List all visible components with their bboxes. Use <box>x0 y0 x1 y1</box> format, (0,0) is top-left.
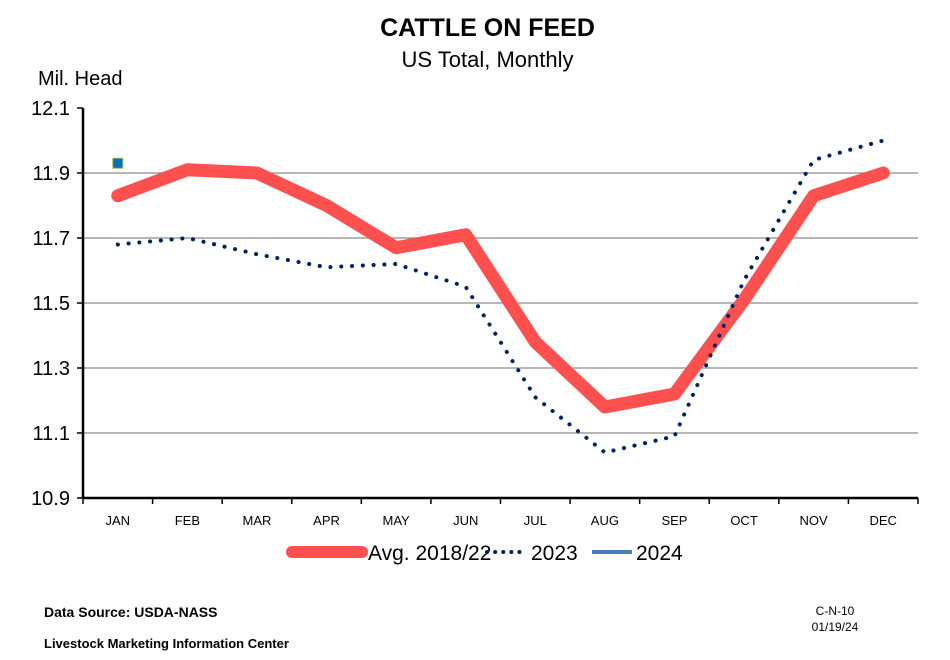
legend-label: 2024 <box>636 542 683 565</box>
data-source: Data Source: USDA-NASS <box>44 604 218 620</box>
organization: Livestock Marketing Information Center <box>44 636 289 651</box>
y-tick-label: 12.1 <box>31 98 70 120</box>
x-tick-label: DEC <box>869 513 896 528</box>
y-tick-label: 11.1 <box>33 423 70 445</box>
chart-id: C-N-10 <box>815 604 855 618</box>
chart-date: 01/19/24 <box>811 620 859 634</box>
y-tick-label: 11.3 <box>33 358 70 380</box>
x-tick-label: AUG <box>591 513 619 528</box>
series-line-2023 <box>115 138 886 455</box>
legend-label: 2023 <box>531 542 578 565</box>
series-line-avg <box>111 163 890 414</box>
chart-subtitle: US Total, Monthly <box>401 47 574 72</box>
y-tick-label: 10.9 <box>31 488 70 510</box>
data-point-2024 <box>112 157 124 169</box>
x-tick-label: MAY <box>383 513 411 528</box>
x-tick-label: FEB <box>175 513 200 528</box>
x-tick-label: OCT <box>730 513 758 528</box>
y-tick-label: 11.7 <box>33 228 70 250</box>
x-tick-label: APR <box>313 513 340 528</box>
x-tick-label: MAR <box>243 513 272 528</box>
x-tick-label: JUL <box>524 513 547 528</box>
y-axis-label: Mil. Head <box>38 68 123 90</box>
x-tick-label: JUN <box>453 513 478 528</box>
x-tick-label: NOV <box>800 513 829 528</box>
chart-code: C-N-10 01/19/24 <box>800 603 870 635</box>
y-tick-label: 11.9 <box>33 163 70 185</box>
legend-label: Avg. 2018/22 <box>368 542 491 565</box>
y-tick-label: 11.5 <box>33 293 70 315</box>
x-tick-label: SEP <box>661 513 687 528</box>
chart-title: CATTLE ON FEED <box>380 14 595 42</box>
x-tick-label: JAN <box>106 513 131 528</box>
